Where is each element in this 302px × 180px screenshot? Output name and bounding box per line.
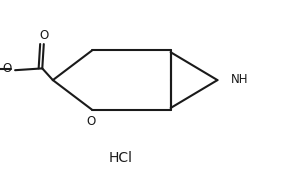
Text: O: O: [86, 115, 95, 128]
Text: O: O: [40, 29, 49, 42]
Text: HCl: HCl: [109, 151, 133, 165]
Text: NH: NH: [231, 73, 249, 86]
Text: O: O: [2, 62, 11, 75]
